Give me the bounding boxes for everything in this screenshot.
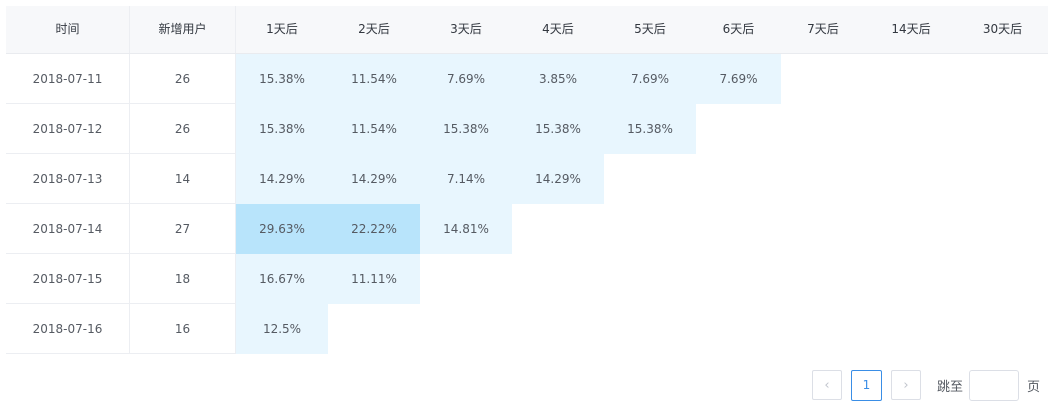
- retention-cell: 3.85%: [512, 54, 604, 104]
- retention-cell: 11.11%: [328, 254, 420, 304]
- retention-cell: 15.38%: [236, 54, 328, 104]
- retention-cell: [957, 254, 1048, 304]
- row-date: 2018-07-16: [6, 304, 130, 354]
- row-new-users: 27: [130, 204, 236, 254]
- retention-cell: [512, 304, 604, 354]
- retention-cell: [696, 104, 781, 154]
- pagination: ‹ 1 › 跳至 页: [812, 369, 1040, 401]
- header-day-4: 4天后: [542, 22, 574, 36]
- retention-cell: [512, 254, 604, 304]
- row-new-users: 16: [130, 304, 236, 354]
- retention-cell: [957, 204, 1048, 254]
- prev-page-button[interactable]: ‹: [812, 370, 842, 400]
- retention-cell: 12.5%: [236, 304, 328, 354]
- row-new-users: 26: [130, 104, 236, 154]
- retention-cell: 7.69%: [420, 54, 512, 104]
- chevron-right-icon: ›: [903, 377, 909, 393]
- retention-cell: [865, 204, 957, 254]
- header-day-6: 6天后: [722, 22, 755, 36]
- header-day-5: 5天后: [634, 22, 666, 36]
- retention-cell: 22.22%: [328, 204, 420, 254]
- retention-cell: [781, 54, 865, 104]
- retention-cell: [604, 204, 696, 254]
- retention-cell: 11.54%: [328, 104, 420, 154]
- retention-cell: 16.67%: [236, 254, 328, 304]
- header-new-users: 新增用户: [130, 6, 236, 53]
- header-day-7: 7天后: [807, 22, 839, 36]
- chevron-left-icon: ‹: [824, 377, 830, 393]
- retention-cell: [420, 304, 512, 354]
- table-row: 2018-07-11 26 15.38% 11.54% 7.69% 3.85% …: [6, 54, 1048, 104]
- retention-cell: 15.38%: [512, 104, 604, 154]
- retention-cell: 14.29%: [236, 154, 328, 204]
- retention-cell: 15.38%: [420, 104, 512, 154]
- row-date: 2018-07-12: [6, 104, 130, 154]
- retention-cell: [781, 204, 865, 254]
- retention-cell: 29.63%: [236, 204, 328, 254]
- retention-cell: [781, 104, 865, 154]
- table-row: 2018-07-13 14 14.29% 14.29% 7.14% 14.29%: [6, 154, 1048, 204]
- retention-cell: [420, 254, 512, 304]
- retention-cell: [957, 154, 1048, 204]
- table-row: 2018-07-16 16 12.5%: [6, 304, 1048, 354]
- retention-cell: [328, 304, 420, 354]
- retention-cell: 11.54%: [328, 54, 420, 104]
- row-date: 2018-07-11: [6, 54, 130, 104]
- header-day-1: 1天后: [266, 22, 298, 36]
- retention-cell: 14.81%: [420, 204, 512, 254]
- retention-cell: 15.38%: [604, 104, 696, 154]
- retention-cell: 15.38%: [236, 104, 328, 154]
- retention-cell: [696, 154, 781, 204]
- jump-page-input[interactable]: [969, 369, 1020, 401]
- retention-cell: 14.29%: [328, 154, 420, 204]
- page-1-button[interactable]: 1: [851, 369, 882, 401]
- header-day-30: 30天后: [982, 22, 1023, 36]
- retention-cell: 7.69%: [696, 54, 781, 104]
- retention-cell: [781, 304, 865, 354]
- retention-cell: [604, 254, 696, 304]
- retention-cell: [865, 154, 957, 204]
- row-date: 2018-07-15: [6, 254, 130, 304]
- header-day-14: 14天后: [891, 22, 931, 36]
- retention-cell: [696, 204, 781, 254]
- retention-cell: [865, 54, 957, 104]
- retention-cell: [512, 204, 604, 254]
- retention-cell: [865, 254, 957, 304]
- retention-cell: [781, 254, 865, 304]
- header-date: 时间: [6, 6, 130, 53]
- retention-cell: [781, 154, 865, 204]
- retention-cell: [865, 304, 957, 354]
- table-row: 2018-07-15 18 16.67% 11.11%: [6, 254, 1048, 304]
- table-row: 2018-07-12 26 15.38% 11.54% 15.38% 15.38…: [6, 104, 1048, 154]
- next-page-button[interactable]: ›: [891, 370, 921, 400]
- retention-cell: [957, 54, 1048, 104]
- row-date: 2018-07-14: [6, 204, 130, 254]
- retention-cell: 7.69%: [604, 54, 696, 104]
- retention-table: 时间 新增用户 1天后 2天后 3天后 4天后 5天后 6天后 7天后 14天后…: [6, 6, 1048, 354]
- retention-cell: [696, 304, 781, 354]
- retention-cell: [604, 304, 696, 354]
- retention-cell: 14.29%: [512, 154, 604, 204]
- row-date: 2018-07-13: [6, 154, 130, 204]
- table-header: 时间 新增用户 1天后 2天后 3天后 4天后 5天后 6天后 7天后 14天后…: [6, 6, 1048, 54]
- retention-cell: [957, 304, 1048, 354]
- page-unit-label: 页: [1027, 379, 1041, 395]
- retention-cell: 7.14%: [420, 154, 512, 204]
- row-new-users: 26: [130, 54, 236, 104]
- retention-cell: [604, 154, 696, 204]
- row-new-users: 18: [130, 254, 236, 304]
- header-day-2: 2天后: [358, 22, 390, 36]
- header-day-3: 3天后: [450, 22, 482, 36]
- jump-to-label: 跳至: [937, 379, 964, 395]
- retention-cell: [957, 104, 1048, 154]
- retention-cell: [865, 104, 957, 154]
- table-row: 2018-07-14 27 29.63% 22.22% 14.81%: [6, 204, 1048, 254]
- row-new-users: 14: [130, 154, 236, 204]
- retention-cell: [696, 254, 781, 304]
